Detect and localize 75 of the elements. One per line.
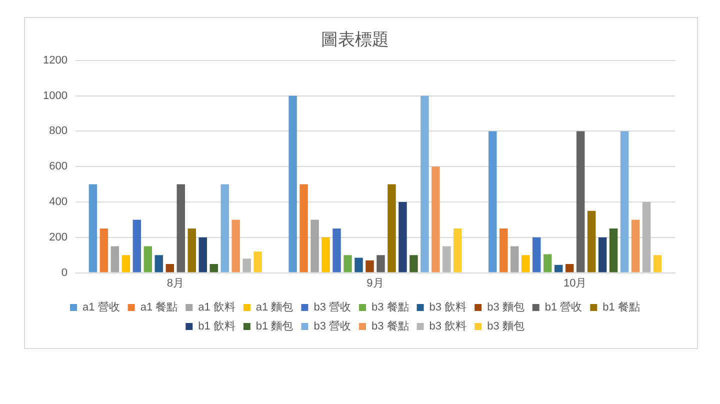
legend-label: a1 營收 xyxy=(82,300,120,314)
bar xyxy=(132,220,142,272)
bar xyxy=(176,184,186,272)
legend-label: b1 餐點 xyxy=(602,302,640,314)
legend-label: a1 麵包 xyxy=(256,302,294,314)
legend-label: b3 飲料 xyxy=(429,300,467,314)
legend-label: b3 營收 xyxy=(314,300,352,314)
y-tick-label: 0 xyxy=(61,266,68,279)
bar xyxy=(510,246,519,272)
bar xyxy=(631,220,640,272)
legend-label: b1 飲料 xyxy=(198,320,236,333)
y-tick-label: 800 xyxy=(49,125,68,138)
legend-label: b3 飲料 xyxy=(429,320,467,333)
bar xyxy=(576,131,585,272)
y-tick-label: 1200 xyxy=(42,54,68,66)
bar xyxy=(198,237,207,272)
bar xyxy=(442,246,451,272)
bar xyxy=(210,264,218,272)
bar xyxy=(420,96,429,272)
bar xyxy=(521,255,530,272)
bar xyxy=(488,131,497,272)
y-tick-label: 600 xyxy=(49,160,68,173)
legend-label: b3 麵包 xyxy=(487,302,524,314)
bar xyxy=(454,228,462,272)
legend-label: b3 麵包 xyxy=(487,320,524,333)
bar xyxy=(642,202,651,272)
bar xyxy=(188,228,196,272)
bar xyxy=(532,237,541,272)
bar xyxy=(144,246,152,272)
legend-label: a1 飲料 xyxy=(198,300,236,314)
bar xyxy=(398,202,407,272)
legend-label: b3 餐點 xyxy=(372,320,409,333)
bar xyxy=(565,264,574,272)
bar xyxy=(100,228,108,272)
bar xyxy=(410,255,418,272)
bar xyxy=(376,255,385,272)
bar xyxy=(310,220,319,272)
bar xyxy=(388,184,396,272)
x-tick-label: 9月 xyxy=(366,277,384,290)
y-tick-label: 400 xyxy=(49,196,68,208)
legend-label: b3 營收 xyxy=(314,320,352,333)
legend-label: b1 營收 xyxy=(544,300,582,314)
chart-title: 圖表標題 xyxy=(321,30,389,49)
bar xyxy=(609,228,618,272)
legend-label: a1 餐點 xyxy=(140,302,178,314)
bar xyxy=(288,96,297,272)
bar xyxy=(254,252,262,272)
bar xyxy=(122,255,130,272)
bar xyxy=(300,184,308,272)
bar xyxy=(110,246,120,272)
bar xyxy=(220,184,229,272)
bar xyxy=(242,258,251,272)
bar xyxy=(332,228,341,272)
bar xyxy=(366,260,374,272)
bar xyxy=(432,166,440,272)
bar xyxy=(322,237,330,272)
bar xyxy=(653,255,662,272)
legend-label: b1 麵包 xyxy=(256,320,294,333)
bar xyxy=(554,264,563,272)
bar xyxy=(598,237,607,272)
bar xyxy=(543,254,552,272)
bar xyxy=(587,210,596,272)
bar xyxy=(500,228,508,272)
x-tick-label: 10月 xyxy=(563,277,587,290)
bar xyxy=(620,131,629,272)
y-tick-label: 200 xyxy=(49,231,68,244)
y-tick-label: 1000 xyxy=(42,90,68,102)
bar xyxy=(88,184,98,272)
bar xyxy=(166,264,174,272)
bar xyxy=(354,258,363,272)
bar xyxy=(344,255,352,272)
bar xyxy=(232,220,240,272)
legend-label: b3 餐點 xyxy=(372,302,409,314)
x-tick-label: 8月 xyxy=(166,277,184,290)
bar xyxy=(154,255,164,272)
